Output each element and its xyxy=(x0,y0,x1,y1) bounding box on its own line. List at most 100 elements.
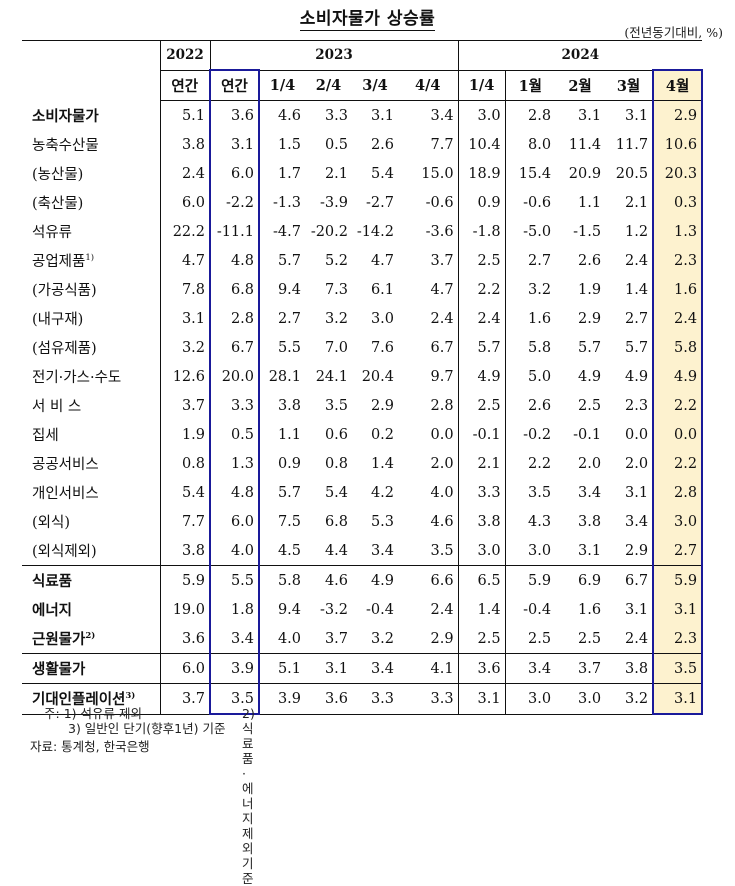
table-cell: 1.4 xyxy=(625,281,649,298)
row-label: 집세 xyxy=(22,420,161,449)
cell-highlight-2024-apr: 5.9 xyxy=(652,565,704,595)
table-cell: 2.7 xyxy=(504,246,556,275)
table-cell: 3.7 xyxy=(430,252,454,269)
cell-highlight-2023-annual: 20.0 xyxy=(209,362,260,391)
table-cell: 2.5 xyxy=(457,391,506,420)
header-period: 2/4 xyxy=(305,69,352,101)
table-cell: 2.9 xyxy=(625,542,649,559)
row-label-text: (섬유제품) xyxy=(32,341,97,357)
row-label: 공공서비스 xyxy=(22,449,161,478)
cell-highlight-2023-annual: -11.1 xyxy=(209,217,260,246)
table-cell: 15.0 xyxy=(421,165,454,182)
cell-highlight-2023-annual: 6.7 xyxy=(209,333,260,362)
table-cell: 3.1 xyxy=(370,107,394,124)
table-cell: 6.5 xyxy=(457,565,506,595)
row-label: 기대인플레이션3) xyxy=(22,683,161,715)
table-cell: 20.5 xyxy=(615,165,649,182)
table-cell: 4.0 xyxy=(430,484,454,501)
row-label-text: 전기·가스·수도 xyxy=(32,370,122,386)
table-cell: 10.4 xyxy=(457,130,506,159)
table-cell: 5.7 xyxy=(457,333,506,362)
cell-highlight-2024-apr: 2.3 xyxy=(652,624,704,654)
table-cell: 5.3 xyxy=(370,513,394,530)
header-period: 3월 xyxy=(605,69,654,101)
table-cell: -1.8 xyxy=(457,217,506,246)
row-label: (외식제외) xyxy=(22,536,161,566)
table-cell: 1.5 xyxy=(258,130,305,159)
cell-highlight-2024-apr: 4.9 xyxy=(652,362,704,391)
table-cell: 5.4 xyxy=(370,165,394,182)
cell-highlight-2023-annual: 1.3 xyxy=(209,449,260,478)
row-label: 전기·가스·수도 xyxy=(22,362,161,391)
table-cell: 2.2 xyxy=(504,449,556,478)
table-row: 농축수산물 3.8 3.1 1.5 0.5 2.6 7.7 10.4 8.0 11.4 11.7 10… xyxy=(22,130,704,159)
table-cell: 6.6 xyxy=(398,565,459,595)
table-cell: 0.9 xyxy=(258,449,305,478)
table-cell: -2.7 xyxy=(366,194,394,211)
table-cell: 4.1 xyxy=(398,653,459,684)
cell-highlight-2024-apr: 20.3 xyxy=(652,159,704,188)
table-cell: 3.1 xyxy=(625,484,649,501)
table-cell: -1.5 xyxy=(573,223,602,240)
row-label-text: 근원물가 xyxy=(32,631,86,648)
table-cell: 1.9 xyxy=(578,281,602,298)
header-period-highlight-2024: 4월 xyxy=(652,69,704,101)
table-cell: 3.5 xyxy=(504,478,556,507)
table-cell: -3.2 xyxy=(320,601,348,618)
row-label: 개인서비스 xyxy=(22,478,161,507)
row-label-text: 개인서비스 xyxy=(32,486,99,502)
table-cell: 3.0 xyxy=(555,683,606,715)
footnote-marker: 1) xyxy=(85,253,95,264)
row-label: 식료품 xyxy=(22,565,161,595)
table-cell: 18.9 xyxy=(457,159,506,188)
table-row: 공공서비스 0.8 1.3 0.9 0.8 1.4 2.0 2.1 2.2 2.0 2.0 2.2 xyxy=(22,449,704,478)
table-cell: 1.9 xyxy=(181,426,205,443)
table-cell: 3.4 xyxy=(430,107,454,124)
table-cell: 1.1 xyxy=(578,194,602,211)
cell-highlight-2024-apr: 3.5 xyxy=(652,653,704,684)
source-note: 자료: 통계청, 한국은행 xyxy=(30,739,150,754)
row-label: 공업제품1) xyxy=(22,246,161,275)
table-cell: 3.2 xyxy=(370,630,394,647)
table-cell: 3.0 xyxy=(457,100,506,130)
table-cell: 2.5 xyxy=(578,630,602,647)
table-cell: 2.7 xyxy=(258,304,305,333)
table-cell: -3.6 xyxy=(425,223,454,240)
table-cell: 4.2 xyxy=(370,484,394,501)
table-cell: 3.3 xyxy=(398,683,459,715)
table-cell: 3.0 xyxy=(370,310,394,327)
table-cell: 1.4 xyxy=(457,595,506,624)
table-cell: 3.4 xyxy=(352,653,398,684)
table-cell: 1.2 xyxy=(625,223,649,240)
table-cell: -5.0 xyxy=(504,217,556,246)
header-row-years: 2022 2023 2024 xyxy=(22,40,703,101)
row-label-text: 에너지 xyxy=(32,602,73,619)
row-label-text: 농축수산물 xyxy=(32,138,99,154)
cell-highlight-2023-annual: 3.3 xyxy=(209,391,260,420)
table-cell: 3.0 xyxy=(504,536,556,566)
table-cell: 2.5 xyxy=(578,397,602,414)
row-label-text: 기대인플레이션 xyxy=(32,691,126,709)
table-cell: -14.2 xyxy=(356,223,394,240)
cell-highlight-2023-annual: -2.2 xyxy=(209,188,260,217)
table-cell: 7.6 xyxy=(370,339,394,356)
row-label: 소비자물가 xyxy=(22,100,161,130)
table-title: 소비자물가 상승률 xyxy=(0,4,735,31)
row-label-text: 집세 xyxy=(32,428,59,444)
table-cell: 11.7 xyxy=(615,136,649,153)
table-cell: 1.6 xyxy=(504,304,556,333)
table-cell: 2.4 xyxy=(457,304,506,333)
table-cell: 3.3 xyxy=(457,478,506,507)
table-cell: 6.8 xyxy=(324,513,348,530)
row-label: 서 비 스 xyxy=(22,391,161,420)
table-row: 개인서비스 5.4 4.8 5.7 5.4 4.2 4.0 3.3 3.5 3.4 3.1 2.8 xyxy=(22,478,704,507)
table-cell: 5.1 xyxy=(181,107,205,124)
table-cell: 12.6 xyxy=(172,368,205,385)
row-label: (내구재) xyxy=(22,304,161,333)
table-cell: 5.0 xyxy=(504,362,556,391)
row-label-text: 석유류 xyxy=(32,225,73,241)
row-label-text: 소비자물가 xyxy=(32,107,99,125)
table-cell: -0.1 xyxy=(457,420,506,449)
row-label: (축산물) xyxy=(22,188,161,217)
table-cell: 3.6 xyxy=(181,630,205,647)
